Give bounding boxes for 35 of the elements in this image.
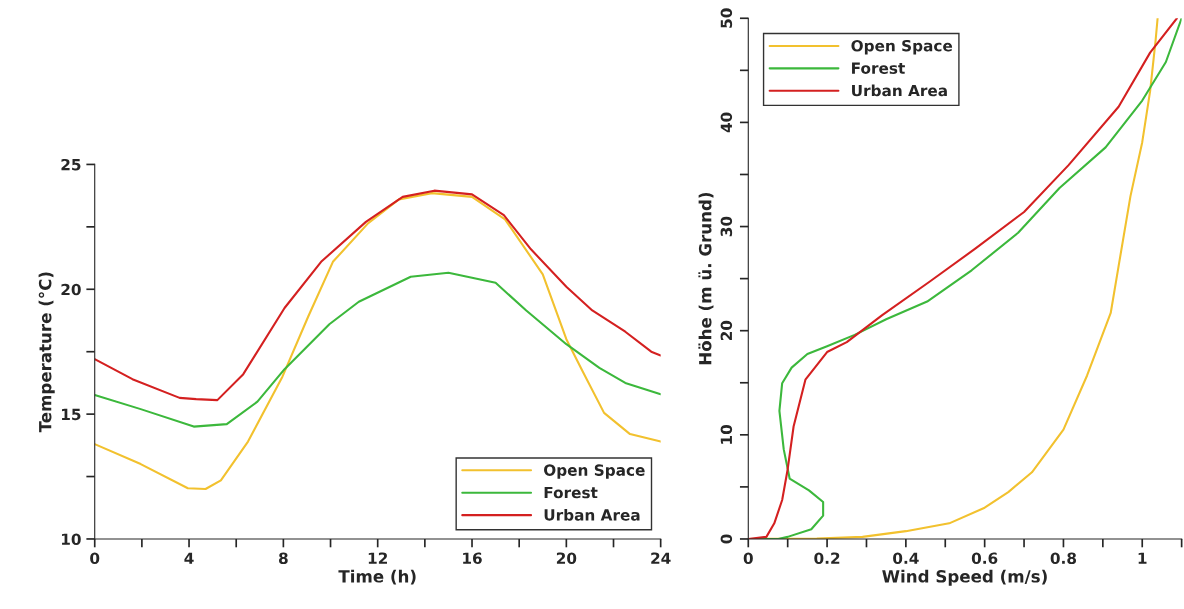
y-tick-label: 30: [720, 216, 733, 237]
x-tick-label: 0.2: [814, 552, 840, 564]
y-tick-label: 0: [720, 534, 733, 544]
x-tick-label: 16: [463, 552, 482, 564]
x-axis-title: Wind Speed (m/s): [882, 569, 1047, 586]
y-axis-title: Temperature (°C): [38, 272, 55, 433]
y-tick-label: 20: [720, 320, 733, 341]
x-tick-label: 0.8: [1050, 552, 1077, 564]
y-axis-title: Höhe (m ü. Grund): [698, 192, 714, 365]
x-axis-title: Time (h): [338, 569, 416, 585]
line-series: [94, 271, 661, 428]
y-tick-label: 40: [720, 112, 733, 133]
x-tick-label: 0.4: [893, 552, 919, 564]
y-tick-label: 10: [720, 424, 733, 444]
legend-label: Forest: [544, 486, 598, 499]
legend-label: Open Space: [544, 464, 645, 479]
y-tick-label: 50: [720, 8, 733, 28]
legend-label: Urban Area: [852, 84, 947, 97]
x-tick-label: 24: [651, 552, 671, 564]
x-tick-label: 20: [556, 552, 577, 564]
x-tick-label: 4: [184, 552, 194, 564]
line-series: [94, 189, 661, 402]
y-tick-label: 25: [61, 158, 81, 171]
legend-label: Open Space: [851, 39, 953, 55]
x-tick-label: 0: [743, 552, 753, 564]
y-tick-label: 15: [61, 408, 81, 421]
y-tick-label: 20: [61, 283, 81, 296]
x-tick-label: 8: [278, 552, 288, 564]
x-tick-label: 12: [368, 552, 387, 564]
x-tick-label: 0: [90, 552, 100, 564]
y-tick-label: 10: [61, 533, 81, 545]
x-tick-label: 1: [1138, 552, 1147, 564]
legend-label: Urban Area: [544, 508, 640, 521]
legend-label: Forest: [852, 62, 905, 74]
x-tick-label: 0.6: [971, 552, 998, 564]
